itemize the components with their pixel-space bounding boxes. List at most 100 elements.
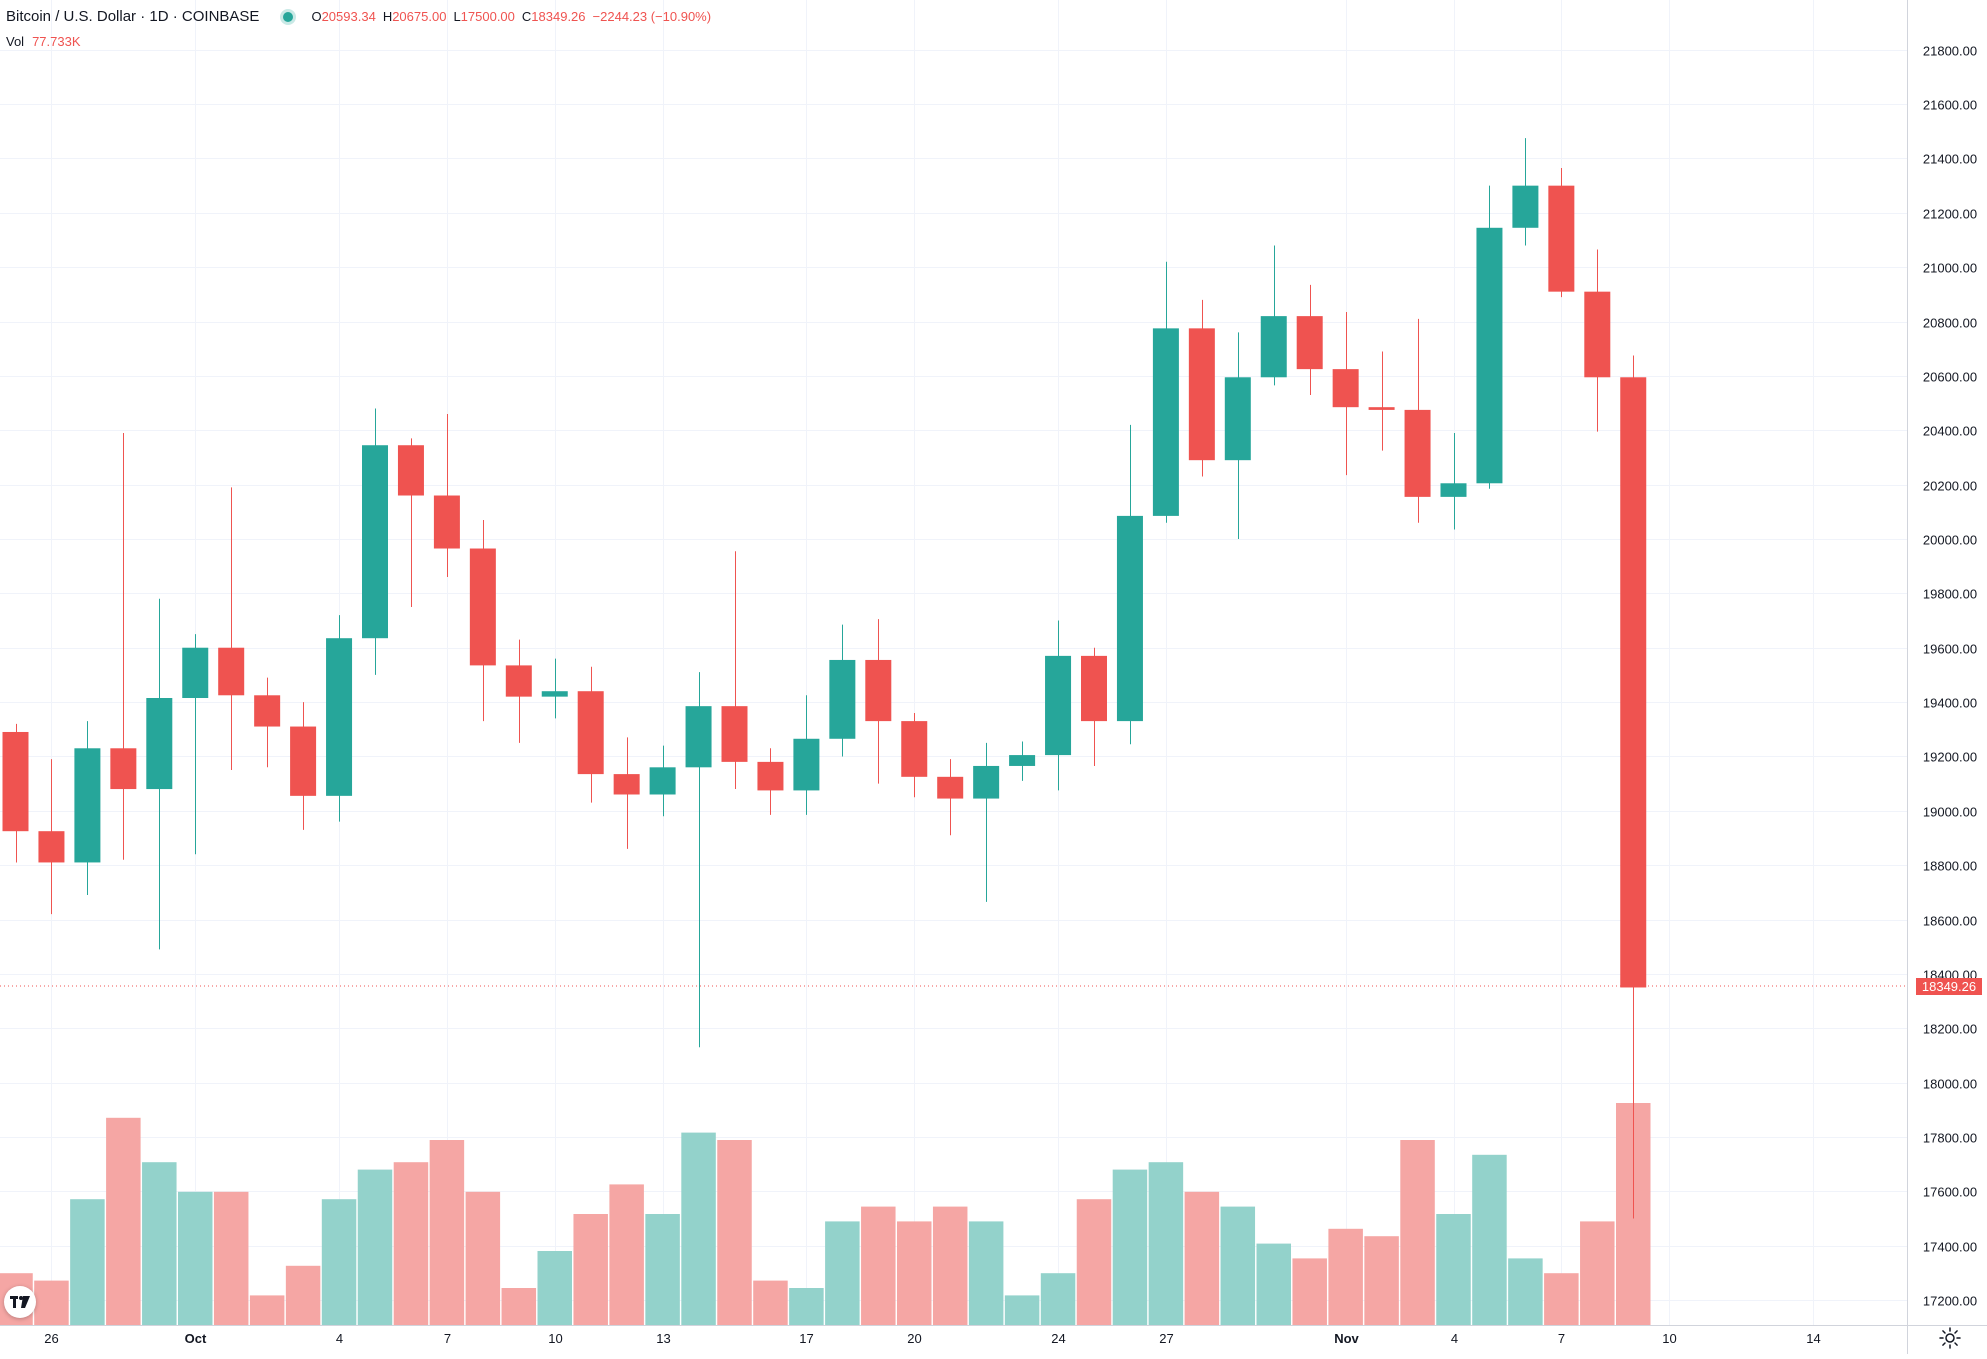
volume-label[interactable]: Vol xyxy=(6,34,25,49)
volume-bar xyxy=(861,1206,896,1325)
volume-bar xyxy=(1004,1295,1040,1325)
candle-body xyxy=(973,765,1000,799)
x-tick-label: 4 xyxy=(1451,1331,1458,1346)
x-tick-label: 26 xyxy=(44,1331,58,1346)
y-tick-label: 19200.00 xyxy=(1923,750,1977,765)
candle-body xyxy=(2,731,29,832)
volume-bar xyxy=(34,1280,69,1325)
volume-bar xyxy=(537,1251,572,1325)
candle-body xyxy=(146,698,173,790)
candle-body xyxy=(1116,515,1143,722)
volume-bar xyxy=(501,1288,537,1325)
symbol-title[interactable]: Bitcoin / U.S. Dollar · 1D · COINBASE xyxy=(6,8,260,25)
x-tick-label: 4 xyxy=(336,1331,343,1346)
candle-body xyxy=(577,691,604,775)
open-value: 20593.34 xyxy=(321,9,376,24)
price-axis[interactable]: 21800.00 21600.00 21400.00 21200.00 21000.00… xyxy=(1923,44,1977,1309)
candle-body xyxy=(1404,409,1431,497)
candle-body xyxy=(685,706,712,768)
volume-bar xyxy=(932,1206,968,1325)
volume-bar xyxy=(645,1214,680,1325)
candle-body xyxy=(901,721,928,777)
candle-body xyxy=(362,445,388,639)
candle-body xyxy=(1620,377,1647,988)
y-tick-label: 21000.00 xyxy=(1923,261,1977,276)
volume-bar xyxy=(1256,1243,1291,1325)
price-candles xyxy=(2,138,1647,1219)
y-tick-label: 19800.00 xyxy=(1923,587,1977,602)
candle-body xyxy=(721,706,748,762)
volume-bar xyxy=(1292,1258,1327,1325)
candle-body xyxy=(1368,407,1395,410)
volume-bar xyxy=(357,1169,393,1325)
candle-body xyxy=(182,647,209,699)
x-tick-label: Nov xyxy=(1334,1331,1359,1346)
candle-body xyxy=(1512,185,1539,228)
volume-legend: Vol 77.733K xyxy=(6,34,81,49)
volume-bar xyxy=(1328,1228,1363,1325)
y-tick-label: 21200.00 xyxy=(1923,207,1977,222)
y-tick-label: 17800.00 xyxy=(1923,1131,1977,1146)
x-tick-label: 7 xyxy=(1558,1331,1565,1346)
low-value: 17500.00 xyxy=(460,9,515,24)
candle-body xyxy=(1152,328,1179,516)
candle-body xyxy=(1188,328,1215,461)
volume-bar xyxy=(1436,1214,1471,1325)
candle-body xyxy=(110,748,137,790)
market-status-icon[interactable] xyxy=(283,11,294,22)
volume-bar xyxy=(609,1184,644,1325)
x-tick-label: 10 xyxy=(548,1331,562,1346)
y-tick-label: 17400.00 xyxy=(1923,1240,1977,1255)
volume-bar xyxy=(968,1221,1004,1325)
y-tick-label: 17200.00 xyxy=(1923,1294,1977,1309)
y-tick-label: 19600.00 xyxy=(1923,642,1977,657)
volume-bar xyxy=(1580,1221,1615,1325)
x-tick-label: 14 xyxy=(1806,1331,1820,1346)
candle-body xyxy=(1045,655,1072,756)
x-tick-label: 13 xyxy=(656,1331,670,1346)
volume-bar xyxy=(825,1221,860,1325)
high-label: H xyxy=(382,9,393,24)
volume-bar xyxy=(465,1191,501,1325)
candle-body xyxy=(1224,377,1251,461)
candle-body xyxy=(326,638,353,796)
volume-bar xyxy=(1400,1140,1435,1325)
volume-bar xyxy=(106,1117,141,1325)
exchange: COINBASE xyxy=(181,8,260,25)
volume-bar xyxy=(321,1199,357,1325)
candle-body xyxy=(865,659,892,722)
y-tick-label: 21600.00 xyxy=(1923,98,1977,113)
candle-body xyxy=(757,761,784,791)
volume-bar xyxy=(70,1199,105,1325)
candle-body xyxy=(254,695,281,727)
volume-bar xyxy=(1148,1162,1184,1325)
open-label: O xyxy=(311,9,322,24)
tradingview-logo-icon[interactable] xyxy=(4,1286,36,1318)
x-tick-label: 24 xyxy=(1051,1331,1065,1346)
volume-bar xyxy=(213,1191,249,1325)
time-axis[interactable]: 26 Oct 4 7 10 13 17 20 24 27 Nov 4 7 10 14 xyxy=(44,1331,1820,1346)
y-tick-label: 18800.00 xyxy=(1923,859,1977,874)
volume-bar xyxy=(897,1221,932,1325)
candle-body xyxy=(74,748,101,863)
volume-bar xyxy=(681,1132,716,1325)
candle-body xyxy=(649,767,676,795)
volume-bar xyxy=(429,1140,465,1325)
x-tick-label: 10 xyxy=(1662,1331,1676,1346)
volume-bar xyxy=(142,1162,177,1325)
x-tick-label: Oct xyxy=(185,1331,207,1346)
candle-body xyxy=(218,647,245,696)
candle-body xyxy=(505,665,532,697)
y-tick-label: 18200.00 xyxy=(1923,1022,1977,1037)
gear-icon[interactable] xyxy=(1938,1326,1962,1350)
high-value: 20675.00 xyxy=(392,9,447,24)
candle-body xyxy=(469,548,496,666)
volume-bar xyxy=(1076,1199,1112,1325)
candle-body xyxy=(1296,316,1323,370)
y-tick-label: 21800.00 xyxy=(1923,44,1977,59)
volume-bar xyxy=(178,1191,213,1325)
y-tick-label: 19000.00 xyxy=(1923,805,1977,820)
